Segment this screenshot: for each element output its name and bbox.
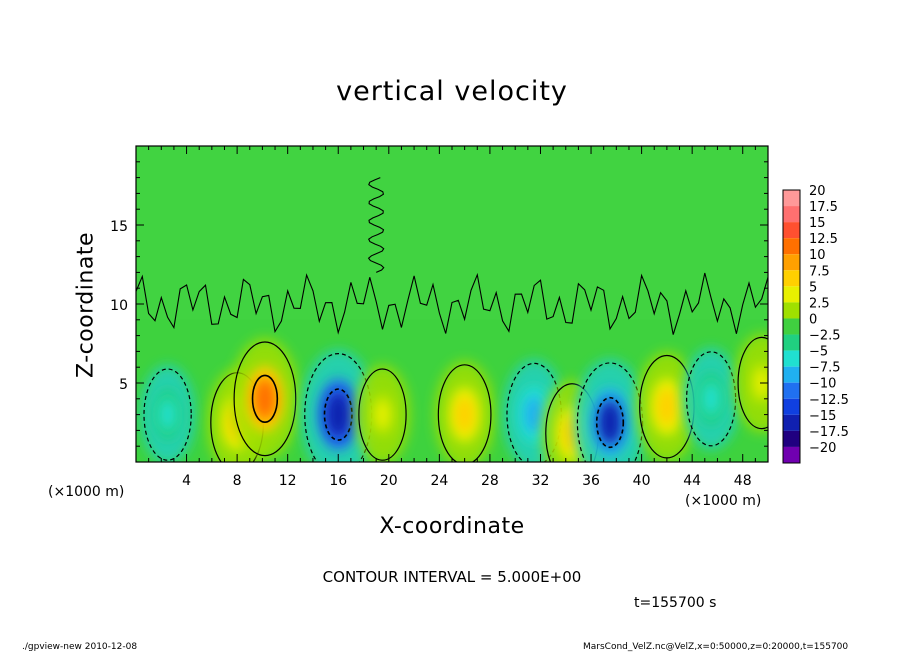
y-tick-label: 10	[110, 298, 128, 314]
cell-5	[434, 360, 495, 462]
x-tick-label: 8	[233, 473, 242, 489]
colorbar-label: 10	[809, 248, 826, 263]
y-axis-label: Z-coordinate	[73, 232, 99, 378]
x-tick-label: 12	[279, 473, 297, 489]
colorbar-swatch	[783, 334, 800, 351]
x-tick-label: 28	[481, 473, 499, 489]
footer-program-date: ./gpview-new 2010-12-08	[22, 642, 138, 652]
zero-contour-upper	[367, 177, 385, 273]
x-tick-label: 32	[532, 473, 550, 489]
colorbar-swatch	[783, 398, 800, 415]
colorbar-label: −15	[809, 409, 836, 424]
x-tick-label: 16	[329, 473, 347, 489]
field-layer	[136, 146, 768, 462]
colorbar-swatch	[783, 446, 800, 463]
colorbar-label: −2.5	[809, 329, 841, 344]
footer-data-source: MarsCond_VelZ.nc@VelZ,x=0:50000,z=0:2000…	[583, 642, 849, 652]
colorbar-swatch	[783, 286, 800, 303]
colorbar-swatch	[783, 430, 800, 447]
cell-10	[682, 347, 740, 450]
colorbar-swatch	[783, 254, 800, 271]
colorbar-label: 15	[809, 216, 826, 231]
colorbar-label: 20	[809, 184, 826, 199]
y-tick-label: 15	[110, 219, 128, 235]
x-tick-label: 24	[430, 473, 448, 489]
colorbar-swatch	[783, 302, 800, 319]
cell-11	[734, 333, 768, 433]
colorbar-label: 5	[809, 280, 817, 295]
time-readout: t=155700 s	[634, 595, 717, 611]
colorbar-label: −5	[809, 345, 828, 360]
colorbar-label: 7.5	[809, 264, 830, 279]
x-tick-label: 20	[380, 473, 398, 489]
cell-8	[573, 358, 647, 462]
x-tick-label: 44	[683, 473, 701, 489]
colorbar-swatch	[783, 414, 800, 431]
x-tick-label: 40	[633, 473, 651, 489]
colorbar-swatch	[783, 238, 800, 255]
colorbar-swatch	[783, 318, 800, 335]
colorbar-label: 17.5	[809, 200, 838, 215]
zero-contour	[136, 272, 768, 335]
x-axis-label: X-coordinate	[379, 514, 525, 539]
x-tick-label: 4	[182, 473, 191, 489]
x-tick-label: 48	[734, 473, 752, 489]
colorbar-swatch	[783, 366, 800, 383]
colorbar-label: −12.5	[809, 393, 849, 408]
cell-2	[230, 338, 300, 460]
colorbar-label: −10	[809, 377, 836, 392]
colorbar-label: 12.5	[809, 232, 838, 247]
colorbar-label: −7.5	[809, 361, 841, 376]
colorbar-swatch	[783, 382, 800, 399]
colorbar-swatch	[783, 350, 800, 367]
colorbar-frame	[782, 189, 801, 464]
cell-9	[635, 351, 699, 462]
y-tick-label: 5	[119, 377, 128, 393]
colorbar-label: −17.5	[809, 425, 849, 440]
colorbar-swatch	[783, 206, 800, 223]
field-upper	[136, 146, 768, 320]
chart-title: vertical velocity	[336, 76, 568, 107]
colorbar-label: −20	[809, 441, 836, 456]
colorbar-label: 2.5	[809, 296, 830, 311]
colorbar-swatch	[783, 190, 800, 207]
x-tick-label: 36	[582, 473, 600, 489]
cell-4	[354, 365, 411, 462]
x-unit-label-left: (×1000 m)	[48, 484, 125, 500]
contour-interval-text: CONTOUR INTERVAL = 5.000E+00	[322, 568, 582, 586]
colorbar-label: 0	[809, 312, 817, 327]
x-unit-label-right: (×1000 m)	[685, 493, 762, 509]
colorbar-swatch	[783, 270, 800, 287]
cell-0	[140, 365, 196, 462]
cell-3	[300, 349, 376, 462]
colorbar-swatch	[783, 222, 800, 239]
